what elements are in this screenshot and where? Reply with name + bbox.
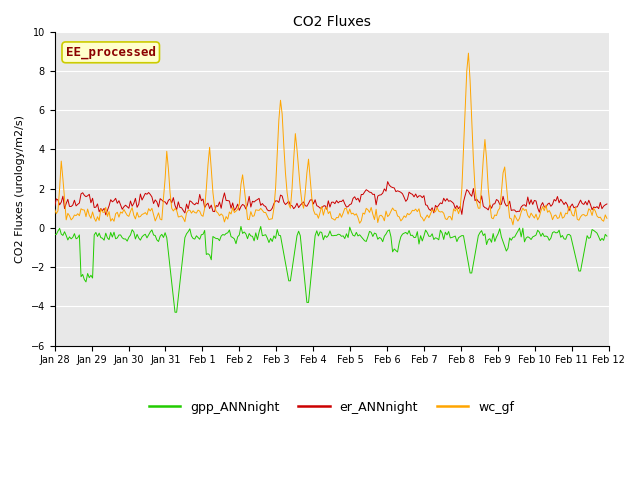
Y-axis label: CO2 Fluxes (urology/m2/s): CO2 Fluxes (urology/m2/s) bbox=[15, 115, 25, 263]
Title: CO2 Fluxes: CO2 Fluxes bbox=[292, 15, 371, 29]
Text: EE_processed: EE_processed bbox=[66, 46, 156, 59]
Legend: gpp_ANNnight, er_ANNnight, wc_gf: gpp_ANNnight, er_ANNnight, wc_gf bbox=[144, 396, 519, 419]
